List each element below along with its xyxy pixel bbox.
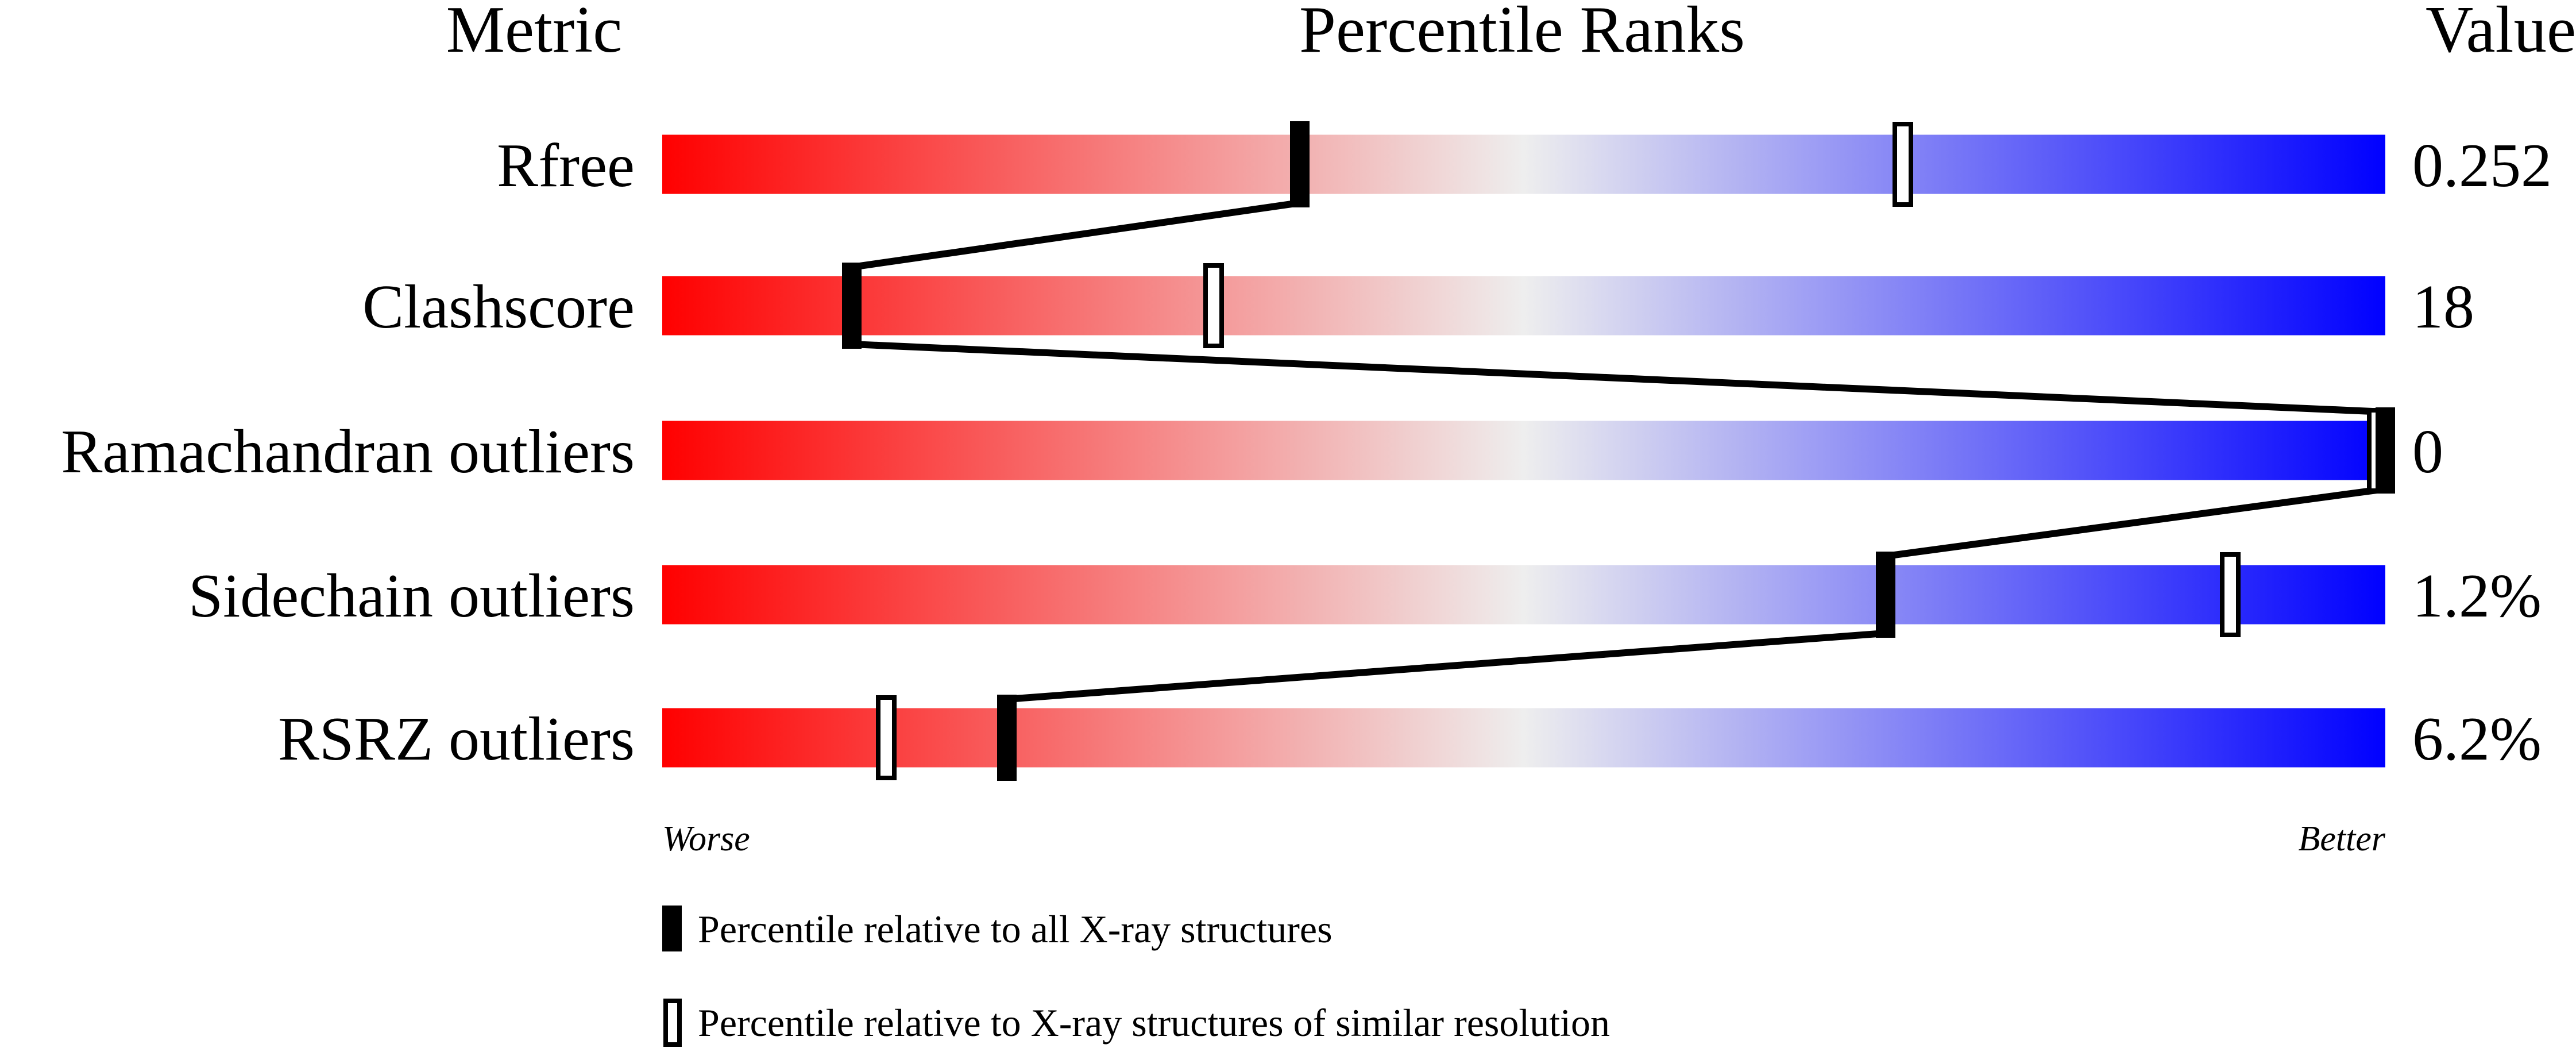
all-structures-marker	[2376, 407, 2395, 494]
header-metric: Metric	[446, 0, 623, 66]
metric-value: 0.252	[2412, 132, 2552, 200]
metric-label: Ramachandran outliers	[61, 418, 635, 486]
similar-resolution-marker	[1203, 263, 1224, 348]
header-value: Value	[2426, 0, 2576, 66]
all-structures-marker	[1290, 121, 1310, 207]
legend-similar-resolution: Percentile relative to X-ray structures …	[698, 1001, 1610, 1045]
similar-resolution-marker	[2220, 552, 2241, 637]
all-structures-marker	[997, 695, 1017, 781]
all-structures-connector-line	[851, 341, 2386, 415]
metric-label: Clashscore	[362, 273, 635, 341]
percentile-bar	[662, 421, 2385, 480]
percentile-bar	[662, 565, 2385, 625]
all-structures-connector-line	[1885, 486, 2386, 560]
percentile-bar	[662, 134, 2385, 194]
similar-resolution-marker	[1893, 122, 1913, 207]
header-percentile-ranks: Percentile Ranks	[1299, 0, 1745, 66]
legend-open-marker	[663, 999, 682, 1047]
axis-label-better: Better	[2299, 819, 2386, 858]
percentile-bar	[662, 708, 2385, 768]
all-structures-connector-line	[1006, 630, 1886, 703]
metric-value: 1.2%	[2412, 562, 2542, 630]
all-structures-marker	[1876, 552, 1895, 638]
metric-value: 0	[2412, 418, 2443, 486]
metric-value: 6.2%	[2412, 705, 2542, 773]
all-structures-marker	[842, 263, 862, 349]
metric-label: Rfree	[497, 132, 635, 200]
legend-filled-marker	[662, 906, 682, 951]
metric-label: RSRZ outliers	[278, 705, 635, 773]
metric-value: 18	[2412, 273, 2474, 341]
metric-label: Sidechain outliers	[188, 562, 635, 630]
axis-label-worse: Worse	[662, 819, 750, 858]
similar-resolution-marker	[876, 695, 897, 780]
percentile-bar	[662, 276, 2385, 336]
legend-all-structures: Percentile relative to all X-ray structu…	[698, 907, 1333, 951]
all-structures-connector-line	[851, 199, 1300, 271]
